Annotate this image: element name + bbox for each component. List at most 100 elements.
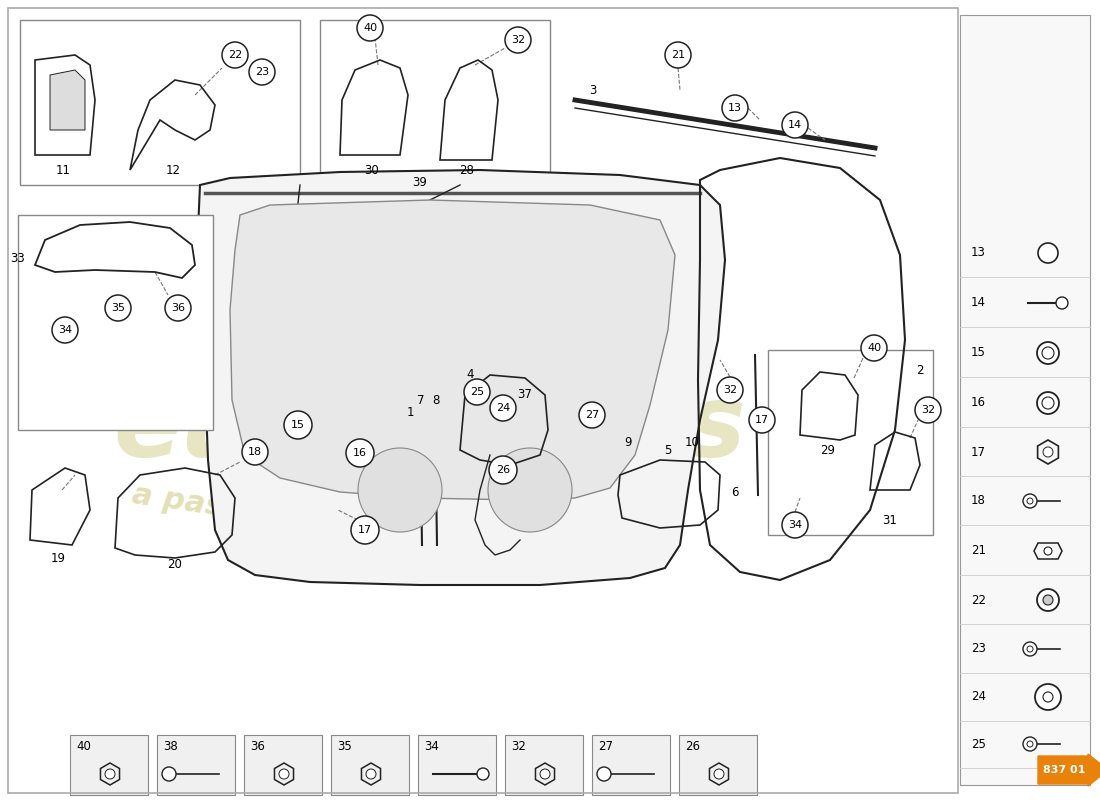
Text: 24: 24 bbox=[496, 403, 510, 413]
FancyArrow shape bbox=[1038, 754, 1100, 786]
FancyBboxPatch shape bbox=[70, 735, 148, 795]
Text: 31: 31 bbox=[882, 514, 898, 526]
Text: 32: 32 bbox=[512, 741, 526, 754]
Circle shape bbox=[749, 407, 775, 433]
FancyBboxPatch shape bbox=[592, 735, 670, 795]
Circle shape bbox=[1035, 684, 1062, 710]
Text: 40: 40 bbox=[363, 23, 377, 33]
Circle shape bbox=[1027, 741, 1033, 747]
Text: 16: 16 bbox=[971, 397, 986, 410]
Text: 13: 13 bbox=[971, 246, 986, 259]
FancyBboxPatch shape bbox=[505, 735, 583, 795]
Text: 14: 14 bbox=[971, 297, 986, 310]
Text: 40: 40 bbox=[867, 343, 881, 353]
Text: 23: 23 bbox=[255, 67, 270, 77]
Circle shape bbox=[165, 295, 191, 321]
Circle shape bbox=[1027, 498, 1033, 504]
Circle shape bbox=[1037, 392, 1059, 414]
Text: 12: 12 bbox=[165, 163, 180, 177]
Circle shape bbox=[346, 439, 374, 467]
Polygon shape bbox=[230, 200, 675, 500]
Text: 17: 17 bbox=[971, 446, 986, 458]
Circle shape bbox=[666, 42, 691, 68]
Text: 18: 18 bbox=[971, 494, 986, 507]
Text: 28: 28 bbox=[460, 163, 474, 177]
Text: 8: 8 bbox=[432, 394, 440, 406]
Circle shape bbox=[540, 769, 550, 779]
Text: eurospares: eurospares bbox=[113, 382, 746, 478]
Text: 34: 34 bbox=[788, 520, 802, 530]
Text: 13: 13 bbox=[728, 103, 743, 113]
Circle shape bbox=[579, 402, 605, 428]
Text: 10: 10 bbox=[684, 435, 700, 449]
Text: 34: 34 bbox=[424, 741, 439, 754]
Circle shape bbox=[597, 767, 611, 781]
Text: 26: 26 bbox=[685, 741, 700, 754]
Text: 27: 27 bbox=[598, 741, 613, 754]
Text: 25: 25 bbox=[971, 738, 986, 750]
Text: 22: 22 bbox=[228, 50, 242, 60]
Circle shape bbox=[1044, 547, 1052, 555]
Text: 6: 6 bbox=[732, 486, 739, 498]
Text: 11: 11 bbox=[55, 163, 70, 177]
Text: 9: 9 bbox=[625, 437, 631, 450]
Text: 33: 33 bbox=[10, 251, 25, 265]
FancyBboxPatch shape bbox=[320, 20, 550, 185]
Text: 18: 18 bbox=[248, 447, 262, 457]
Polygon shape bbox=[50, 70, 85, 130]
Text: 32: 32 bbox=[921, 405, 935, 415]
Text: 4: 4 bbox=[466, 369, 474, 382]
Circle shape bbox=[714, 769, 724, 779]
Text: 21: 21 bbox=[671, 50, 685, 60]
Circle shape bbox=[722, 95, 748, 121]
FancyBboxPatch shape bbox=[418, 735, 496, 795]
Circle shape bbox=[1027, 646, 1033, 652]
Text: 15: 15 bbox=[971, 346, 986, 359]
Text: 30: 30 bbox=[364, 163, 380, 177]
Text: 25: 25 bbox=[470, 387, 484, 397]
Circle shape bbox=[1038, 243, 1058, 263]
Text: 20: 20 bbox=[167, 558, 183, 571]
Text: 837 01: 837 01 bbox=[1043, 765, 1086, 775]
Circle shape bbox=[1042, 397, 1054, 409]
FancyBboxPatch shape bbox=[157, 735, 235, 795]
Circle shape bbox=[915, 397, 940, 423]
Circle shape bbox=[477, 768, 490, 780]
Text: 38: 38 bbox=[163, 741, 178, 754]
Circle shape bbox=[1037, 589, 1059, 611]
Circle shape bbox=[284, 411, 312, 439]
Circle shape bbox=[782, 512, 808, 538]
Text: 2: 2 bbox=[916, 363, 924, 377]
Circle shape bbox=[1043, 595, 1053, 605]
Text: 17: 17 bbox=[358, 525, 372, 535]
Text: 17: 17 bbox=[755, 415, 769, 425]
Text: 39: 39 bbox=[412, 177, 428, 190]
FancyBboxPatch shape bbox=[20, 20, 300, 185]
Circle shape bbox=[1023, 494, 1037, 508]
Circle shape bbox=[490, 395, 516, 421]
Circle shape bbox=[249, 59, 275, 85]
Text: 32: 32 bbox=[510, 35, 525, 45]
Text: 5: 5 bbox=[664, 443, 672, 457]
Circle shape bbox=[104, 295, 131, 321]
Text: 19: 19 bbox=[51, 551, 66, 565]
Circle shape bbox=[1023, 737, 1037, 751]
Text: 24: 24 bbox=[971, 690, 986, 703]
Text: 37: 37 bbox=[518, 389, 532, 402]
Circle shape bbox=[782, 112, 808, 138]
Circle shape bbox=[1056, 297, 1068, 309]
Circle shape bbox=[366, 769, 376, 779]
Circle shape bbox=[1043, 447, 1053, 457]
Polygon shape bbox=[198, 170, 725, 585]
Circle shape bbox=[104, 769, 116, 779]
Text: 32: 32 bbox=[723, 385, 737, 395]
Text: 35: 35 bbox=[111, 303, 125, 313]
Text: 7: 7 bbox=[417, 394, 425, 406]
FancyBboxPatch shape bbox=[1038, 756, 1090, 784]
Text: 35: 35 bbox=[337, 741, 352, 754]
Text: a passion for cars since 1965: a passion for cars since 1965 bbox=[130, 481, 630, 579]
Circle shape bbox=[358, 448, 442, 532]
Circle shape bbox=[351, 516, 380, 544]
Circle shape bbox=[490, 456, 517, 484]
Text: 15: 15 bbox=[292, 420, 305, 430]
